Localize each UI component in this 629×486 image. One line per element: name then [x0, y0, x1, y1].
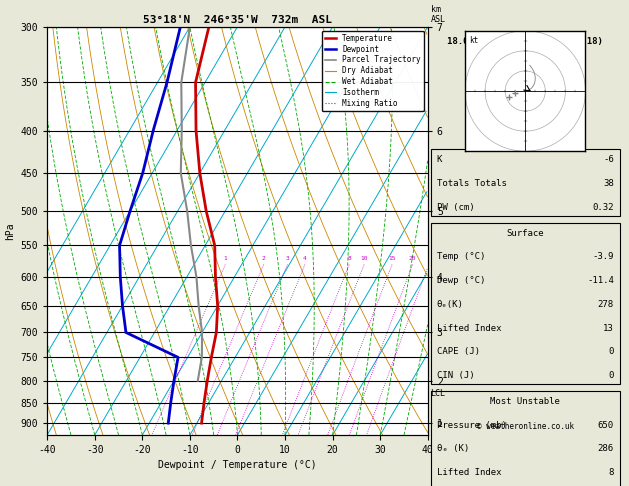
Text: Pressure (mb): Pressure (mb) [437, 421, 506, 430]
Text: -6: -6 [603, 156, 614, 164]
Text: 1: 1 [223, 256, 227, 261]
Text: 8: 8 [608, 468, 614, 477]
Text: 15: 15 [388, 256, 396, 261]
Text: © weatheronline.co.uk: © weatheronline.co.uk [477, 422, 574, 431]
Text: km
ASL: km ASL [431, 5, 446, 24]
Text: 3: 3 [286, 256, 289, 261]
Text: 0.32: 0.32 [593, 203, 614, 212]
Text: 278: 278 [598, 300, 614, 309]
Text: CAPE (J): CAPE (J) [437, 347, 480, 356]
Text: θₑ(K): θₑ(K) [437, 300, 464, 309]
Text: 4: 4 [303, 256, 307, 261]
Text: 0: 0 [608, 371, 614, 380]
Text: 286: 286 [598, 444, 614, 453]
Bar [431, 149, 620, 216]
Text: 650: 650 [598, 421, 614, 430]
Text: Totals Totals: Totals Totals [437, 179, 506, 188]
Text: PW (cm): PW (cm) [437, 203, 474, 212]
Text: 18.04.2024  18GMT  (Base: 18): 18.04.2024 18GMT (Base: 18) [447, 37, 603, 46]
Text: 8: 8 [347, 256, 351, 261]
Y-axis label: hPa: hPa [5, 222, 15, 240]
Text: Surface: Surface [506, 229, 544, 238]
Text: -11.4: -11.4 [587, 276, 614, 285]
Text: Most Unstable: Most Unstable [491, 397, 560, 406]
Text: CIN (J): CIN (J) [437, 371, 474, 380]
X-axis label: Dewpoint / Temperature (°C): Dewpoint / Temperature (°C) [158, 460, 317, 470]
Text: θₑ (K): θₑ (K) [437, 444, 469, 453]
Legend: Temperature, Dewpoint, Parcel Trajectory, Dry Adiabat, Wet Adiabat, Isotherm, Mi: Temperature, Dewpoint, Parcel Trajectory… [321, 31, 424, 111]
Text: K: K [437, 156, 442, 164]
Text: LCL: LCL [430, 389, 445, 399]
Bar [431, 223, 620, 384]
Text: 10: 10 [360, 256, 368, 261]
Text: 2: 2 [262, 256, 265, 261]
Text: Lifted Index: Lifted Index [437, 468, 501, 477]
Bar [431, 391, 620, 486]
Text: 0: 0 [608, 347, 614, 356]
Text: Temp (°C): Temp (°C) [437, 253, 485, 261]
Text: -3.9: -3.9 [593, 253, 614, 261]
Text: kt: kt [469, 35, 478, 45]
Text: 38: 38 [603, 179, 614, 188]
Text: 13: 13 [603, 324, 614, 332]
Text: 20: 20 [409, 256, 416, 261]
Text: Dewp (°C): Dewp (°C) [437, 276, 485, 285]
Text: Lifted Index: Lifted Index [437, 324, 501, 332]
Title: 53°18'N  246°35'W  732m  ASL: 53°18'N 246°35'W 732m ASL [143, 15, 332, 25]
